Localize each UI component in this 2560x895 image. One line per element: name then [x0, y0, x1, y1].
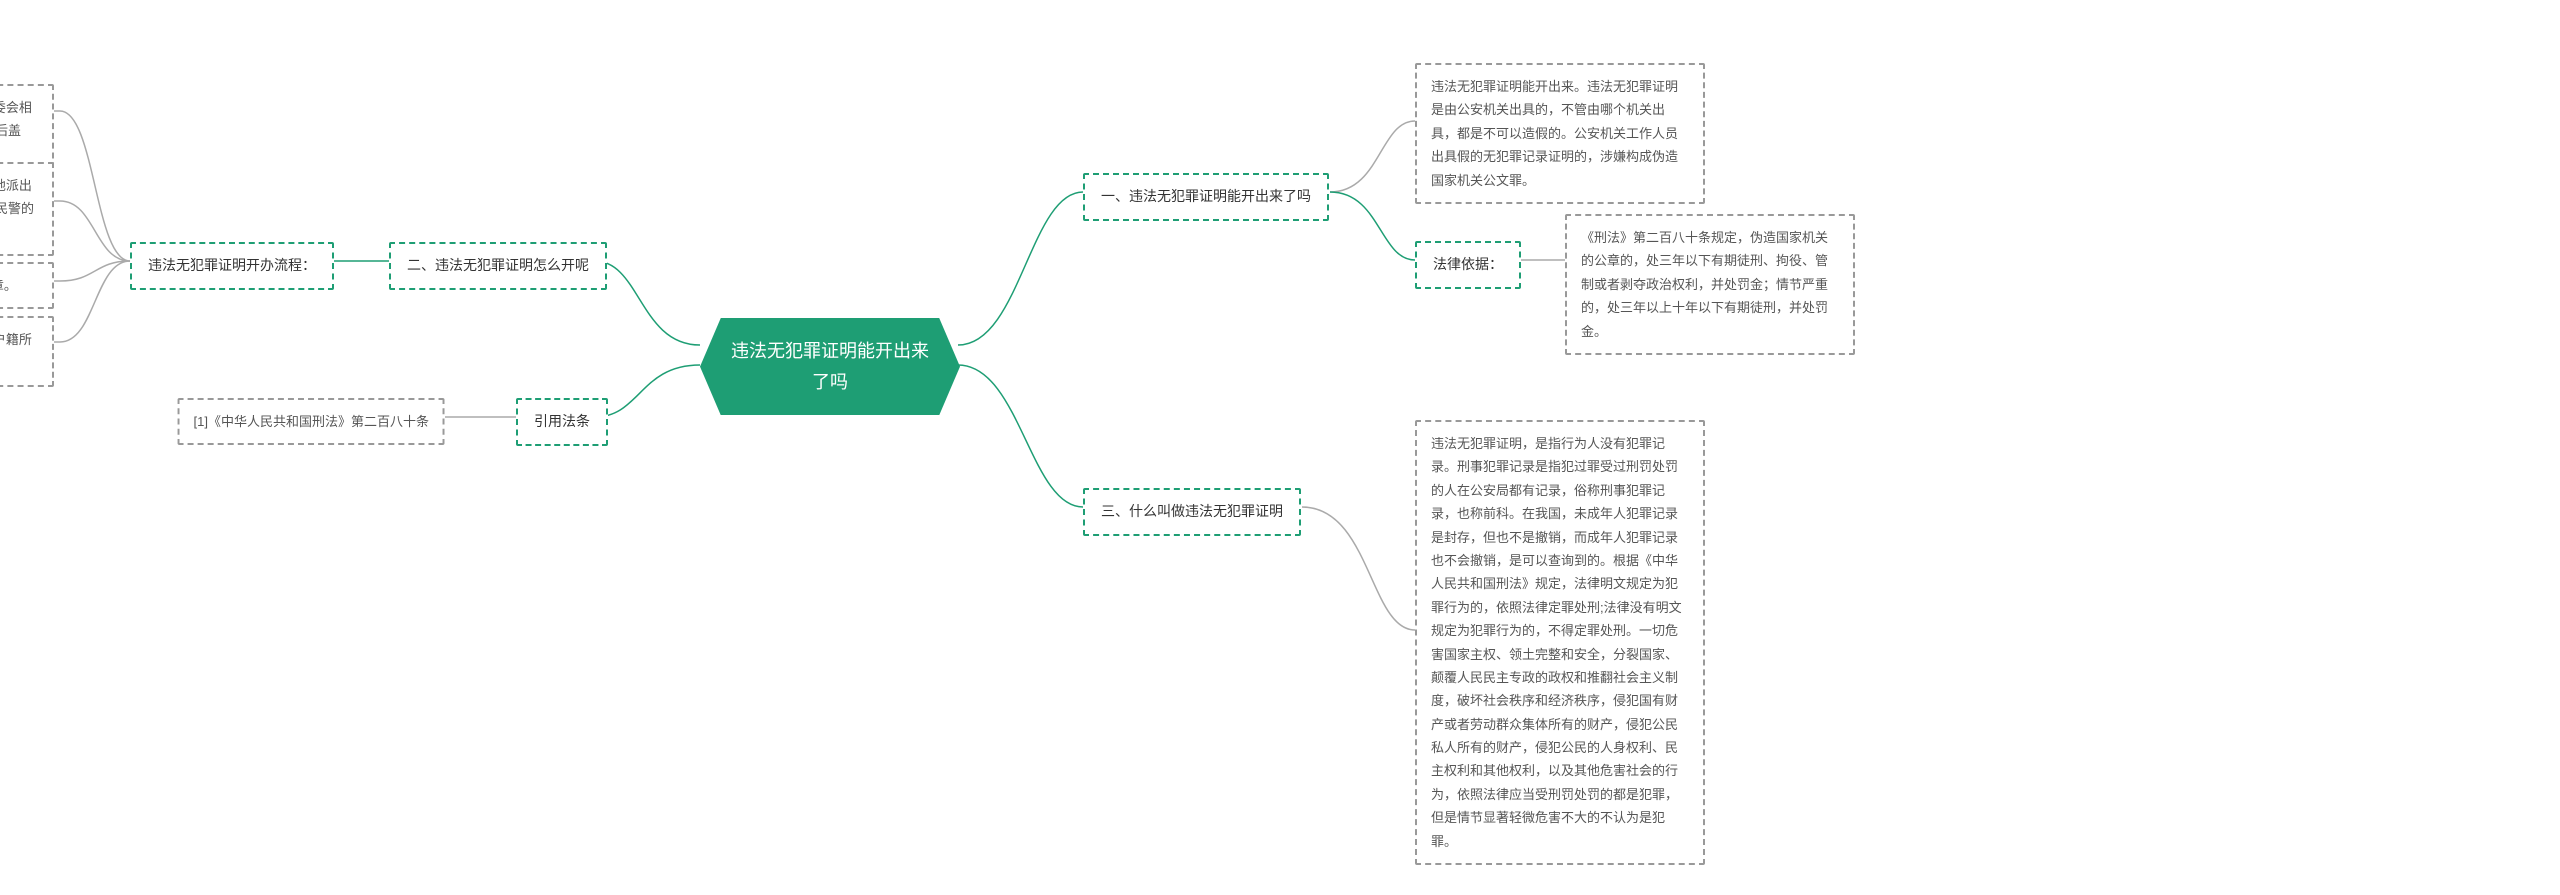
section1-sub-title: 法律依据： — [1433, 256, 1503, 272]
citation-leaf1-text: [1]《中华人民共和国刑法》第二百八十条 — [194, 414, 429, 429]
branch-section1-sub[interactable]: 法律依据： — [1415, 241, 1521, 289]
citation-title: 引用法条 — [534, 413, 590, 429]
section2-leaf2-text: 2.报片民警，签字盖章（户口所在地派出所的工作人员会协助帮你找到报片民警的姓名，… — [0, 178, 34, 240]
leaf-section1-law[interactable]: 《刑法》第二百八十条规定，伪造国家机关的公章的，处三年以下有期徒刑、拘役、管制或… — [1565, 214, 1855, 355]
section1-leaf2-text: 《刑法》第二百八十条规定，伪造国家机关的公章的，处三年以下有期徒刑、拘役、管制或… — [1581, 230, 1828, 339]
leaf-section2-step2[interactable]: 2.报片民警，签字盖章（户口所在地派出所的工作人员会协助帮你找到报片民警的姓名，… — [0, 162, 54, 256]
leaf-section1-content[interactable]: 违法无犯罪证明能开出来。违法无犯罪证明是由公安机关出具的，不管由哪个机关出具，都… — [1415, 63, 1705, 204]
connectors-svg — [0, 0, 2560, 895]
branch-section2[interactable]: 二、违法无犯罪证明怎么开呢 — [389, 242, 607, 290]
leaf-section2-step4[interactable]: 4.或者直接带个人身份证户口本到户籍所在地的派出所办理。 — [0, 316, 54, 387]
branch-section2-sub[interactable]: 违法无犯罪证明开办流程： — [130, 242, 334, 290]
section2-leaf3-text: 3.到派出所最后签字、盖章。 — [0, 278, 17, 293]
section3-title: 三、什么叫做违法无犯罪证明 — [1101, 503, 1283, 519]
section1-leaf1-text: 违法无犯罪证明能开出来。违法无犯罪证明是由公安机关出具的，不管由哪个机关出具，都… — [1431, 79, 1678, 188]
section1-title: 一、违法无犯罪证明能开出来了吗 — [1101, 188, 1311, 204]
branch-citation[interactable]: 引用法条 — [516, 398, 608, 446]
section2-leaf4-text: 4.或者直接带个人身份证户口本到户籍所在地的派出所办理。 — [0, 332, 32, 370]
leaf-section2-step3[interactable]: 3.到派出所最后签字、盖章。 — [0, 262, 54, 309]
section2-sub-title: 违法无犯罪证明开办流程： — [148, 257, 316, 273]
root-title-line2: 了吗 — [730, 367, 930, 398]
section2-title: 二、违法无犯罪证明怎么开呢 — [407, 257, 589, 273]
branch-section3[interactable]: 三、什么叫做违法无犯罪证明 — [1083, 488, 1301, 536]
leaf-citation-content[interactable]: [1]《中华人民共和国刑法》第二百八十条 — [178, 398, 445, 445]
root-title-line1: 违法无犯罪证明能开出来 — [730, 336, 930, 367]
mindmap-container: 违法无犯罪证明能开出来 了吗 一、违法无犯罪证明能开出来了吗 违法无犯罪证明能开… — [0, 0, 2560, 895]
section3-leaf1-text: 违法无犯罪证明，是指行为人没有犯罪记录。刑事犯罪记录是指犯过罪受过刑罚处罚的人在… — [1431, 436, 1682, 849]
branch-section1[interactable]: 一、违法无犯罪证明能开出来了吗 — [1083, 173, 1329, 221]
section2-leaf1-text: 1.户口所在地的居委会开证明，居委会相关负责人知道具体的填写内容，然后盖章，签字… — [0, 100, 32, 162]
leaf-section3-content[interactable]: 违法无犯罪证明，是指行为人没有犯罪记录。刑事犯罪记录是指犯过罪受过刑罚处罚的人在… — [1415, 420, 1705, 865]
root-node[interactable]: 违法无犯罪证明能开出来 了吗 — [700, 318, 960, 415]
